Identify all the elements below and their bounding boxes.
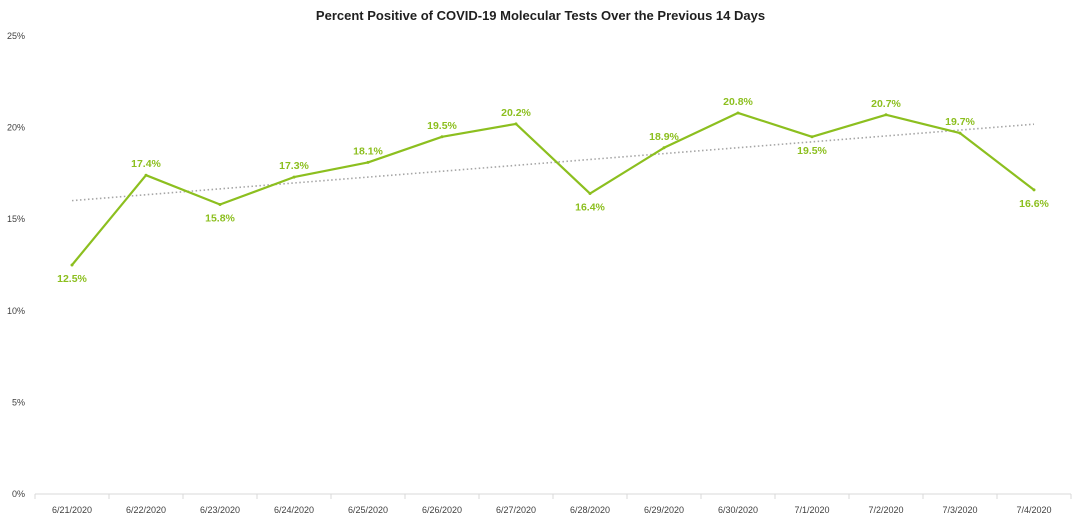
data-point xyxy=(366,160,370,164)
x-tick-label: 6/22/2020 xyxy=(126,505,166,515)
trendline xyxy=(71,123,1035,202)
data-point xyxy=(588,192,592,196)
y-tick-label: 0% xyxy=(12,489,25,499)
data-point xyxy=(810,135,814,139)
x-tick-label: 6/28/2020 xyxy=(570,505,610,515)
x-tick-label: 6/29/2020 xyxy=(644,505,684,515)
x-tick-label: 6/21/2020 xyxy=(52,505,92,515)
x-tick-label: 7/3/2020 xyxy=(942,505,977,515)
data-point xyxy=(144,173,148,177)
x-tick-label: 7/1/2020 xyxy=(794,505,829,515)
x-tick-label: 6/25/2020 xyxy=(348,505,388,515)
data-point xyxy=(70,263,74,267)
series-line xyxy=(71,111,1035,266)
data-label: 17.4% xyxy=(131,158,161,170)
chart-title: Percent Positive of COVID-19 Molecular T… xyxy=(315,8,766,23)
data-label: 17.3% xyxy=(279,160,309,172)
data-point xyxy=(958,131,962,135)
data-label: 16.4% xyxy=(575,202,605,214)
data-label: 16.6% xyxy=(1019,198,1049,210)
data-point xyxy=(440,135,444,139)
data-label: 15.8% xyxy=(205,213,235,225)
x-tick-label: 7/2/2020 xyxy=(868,505,903,515)
data-point xyxy=(1032,188,1036,192)
y-tick-label: 5% xyxy=(12,397,25,407)
data-label: 20.8% xyxy=(723,96,753,108)
x-tick-label: 7/4/2020 xyxy=(1016,505,1051,515)
y-tick-label: 10% xyxy=(7,306,25,316)
data-label: 20.7% xyxy=(871,98,901,110)
data-label: 19.7% xyxy=(945,116,975,128)
data-point xyxy=(662,146,666,150)
data-point xyxy=(218,203,222,207)
data-point xyxy=(884,113,888,117)
data-label: 20.2% xyxy=(501,107,531,119)
x-tick-label: 6/26/2020 xyxy=(422,505,462,515)
data-label: 19.5% xyxy=(427,120,457,132)
data-label: 18.1% xyxy=(353,145,383,157)
data-point xyxy=(292,175,296,179)
data-point xyxy=(736,111,740,115)
x-tick-label: 6/24/2020 xyxy=(274,505,314,515)
y-tick-label: 15% xyxy=(7,214,25,224)
x-tick-label: 6/23/2020 xyxy=(200,505,240,515)
y-tick-label: 25% xyxy=(7,31,25,41)
x-tick-label: 6/30/2020 xyxy=(718,505,758,515)
y-tick-label: 20% xyxy=(7,123,25,133)
x-tick-label: 6/27/2020 xyxy=(496,505,536,515)
data-point xyxy=(514,122,518,126)
data-label: 18.9% xyxy=(649,131,679,143)
data-label: 12.5% xyxy=(57,273,87,285)
data-label: 19.5% xyxy=(797,145,827,157)
